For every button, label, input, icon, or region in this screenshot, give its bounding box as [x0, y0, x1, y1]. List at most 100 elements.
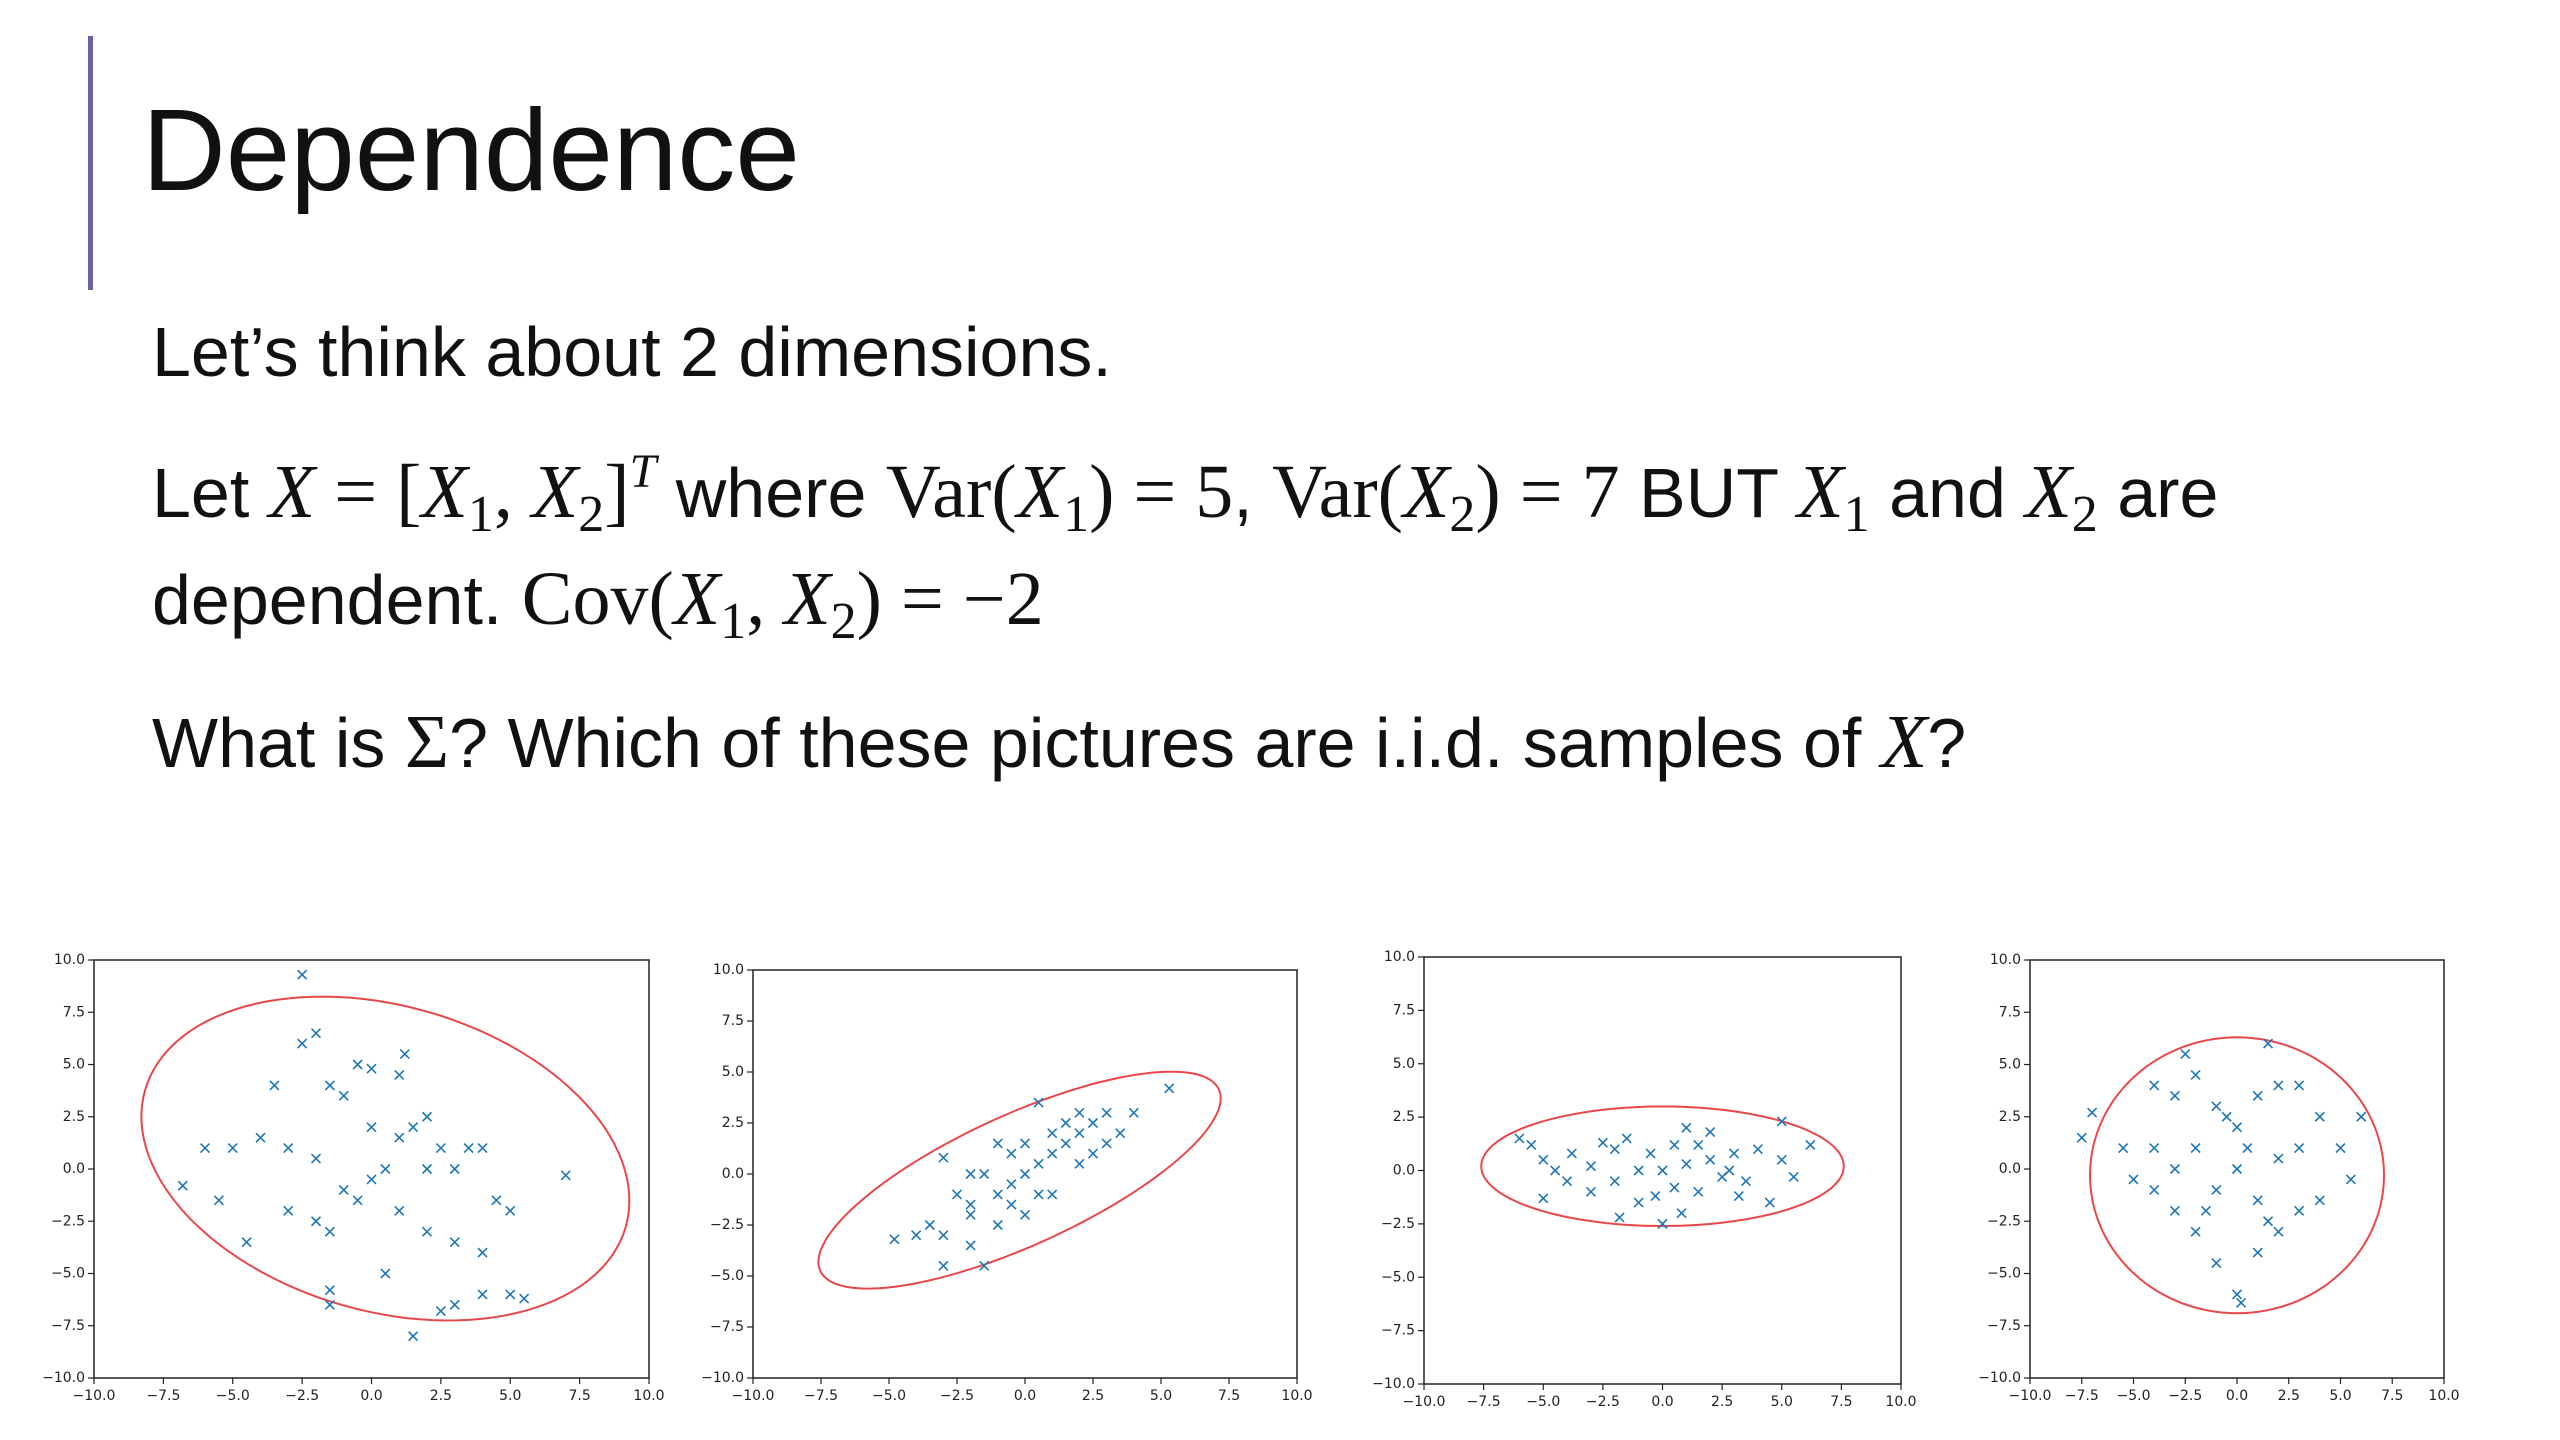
- y-tick-label: −5.0: [51, 1266, 85, 1282]
- y-tick-label: 5.0: [1999, 1057, 2021, 1073]
- point: [2345, 1174, 2356, 1185]
- x-tick-label: −2.5: [2168, 1388, 2202, 1404]
- y-tick-label: −5.0: [1987, 1266, 2021, 1282]
- text-run: Var(: [1272, 450, 1403, 534]
- point: [965, 1209, 976, 1220]
- x-tick-label: 10.0: [2428, 1388, 2459, 1404]
- x-tick-label: 10.0: [1885, 1394, 1916, 1410]
- point: [310, 1153, 322, 1164]
- point: [1645, 1148, 1656, 1159]
- x-tick-label: 2.5: [2278, 1388, 2300, 1404]
- point: [255, 1132, 266, 1143]
- point: [2190, 1069, 2201, 1081]
- x-tick-label: −10.0: [732, 1388, 775, 1404]
- point: [477, 1289, 488, 1300]
- text-run: T: [629, 445, 657, 498]
- point: [938, 1152, 949, 1163]
- plot: −10.0 −7.5 −5.0 −2.5 0.0 2.5 5.0 7.5 10.0 −10.0 −7…: [1372, 949, 1916, 1410]
- x-tick-label: −10.0: [73, 1388, 116, 1404]
- point: [1047, 1128, 1058, 1139]
- text-run: ,: [493, 450, 532, 534]
- point: [366, 1174, 377, 1185]
- text-run: 1: [1843, 486, 1870, 543]
- point: [2273, 1080, 2284, 1091]
- y-tick-label: 7.5: [1393, 1002, 1415, 1018]
- point: [951, 1189, 963, 1200]
- x-tick-label: 7.5: [1830, 1394, 1852, 1410]
- point: [1087, 1148, 1099, 1159]
- point: [2211, 1257, 2222, 1269]
- y-tick-label: −2.5: [1987, 1213, 2021, 1229]
- point: [310, 1216, 322, 1227]
- y-tick-label: −7.5: [51, 1318, 85, 1334]
- point: [911, 1230, 922, 1241]
- point: [1650, 1191, 1661, 1202]
- point: [421, 1111, 433, 1122]
- point: [1019, 1209, 1031, 1220]
- paragraph: Let X = [X1, X2]T where Var(X1) = 5, Var…: [152, 430, 2442, 664]
- point: [2273, 1153, 2284, 1164]
- point: [992, 1219, 1003, 1231]
- point: [2211, 1101, 2222, 1112]
- point: [1538, 1154, 1549, 1165]
- point: [241, 1237, 252, 1248]
- slide-title: Dependence: [142, 85, 800, 215]
- x-tick-label: −7.5: [146, 1388, 180, 1404]
- point: [366, 1122, 377, 1133]
- ellipse: [140, 995, 631, 1322]
- x-tick-label: −10.0: [1403, 1394, 1446, 1410]
- x-tick-label: 0.0: [360, 1388, 382, 1404]
- text-run: X: [784, 557, 831, 641]
- point: [992, 1189, 1003, 1200]
- text-run: BUT: [1619, 454, 1798, 532]
- point: [979, 1260, 990, 1271]
- point: [1657, 1165, 1668, 1176]
- point: [338, 1184, 349, 1195]
- point: [2169, 1163, 2180, 1175]
- y-tick-label: 10.0: [713, 962, 744, 978]
- point: [2076, 1132, 2087, 1143]
- point: [1060, 1138, 1071, 1149]
- point: [2149, 1080, 2160, 1091]
- text-run: X: [1797, 450, 1844, 534]
- x-tick-label: −5.0: [216, 1388, 250, 1404]
- point: [449, 1299, 460, 1310]
- y-tick-label: 10.0: [1990, 952, 2021, 968]
- point: [1752, 1144, 1763, 1155]
- point: [2252, 1247, 2263, 1258]
- text-run: ) = −2: [856, 557, 1044, 641]
- x-tick-label: 5.0: [2329, 1388, 2351, 1404]
- point: [1047, 1148, 1058, 1159]
- point: [463, 1143, 474, 1154]
- point: [1019, 1138, 1031, 1149]
- x-tick-label: 2.5: [1082, 1388, 1104, 1404]
- plot: −10.0 −7.5 −5.0 −2.5 0.0 2.5 5.0 7.5 10.0 −10.0 −7…: [1978, 952, 2459, 1404]
- point: [1006, 1199, 1017, 1210]
- point: [394, 1069, 405, 1081]
- point: [1693, 1139, 1704, 1150]
- x-tick-label: 0.0: [1014, 1388, 1036, 1404]
- text-run: Cov(: [521, 557, 674, 641]
- point: [352, 1059, 363, 1070]
- point: [1128, 1107, 1139, 1118]
- point: [2149, 1143, 2160, 1154]
- point: [1514, 1133, 1525, 1144]
- y-tick-label: 0.0: [1393, 1163, 1415, 1179]
- ellipse: [1480, 1105, 1845, 1228]
- text-run: X: [2025, 450, 2072, 534]
- point: [2252, 1090, 2263, 1101]
- point: [2200, 1205, 2212, 1216]
- x-tick-label: 10.0: [1281, 1388, 1312, 1404]
- y-tick-label: 2.5: [722, 1115, 744, 1131]
- plot: −10.0 −7.5 −5.0 −2.5 0.0 2.5 5.0 7.5 10.0 −10.0 −7…: [42, 952, 664, 1404]
- point: [435, 1306, 446, 1317]
- point: [1074, 1158, 1085, 1169]
- point: [1728, 1148, 1740, 1159]
- ellipse: [2088, 1036, 2386, 1315]
- point: [2335, 1143, 2346, 1154]
- text-run: What is: [152, 704, 405, 782]
- y-tick-label: −10.0: [1372, 1376, 1415, 1392]
- text-run: 2: [1449, 486, 1476, 543]
- y-tick-label: 0.0: [1999, 1161, 2021, 1177]
- y-tick-label: −7.5: [1381, 1323, 1415, 1339]
